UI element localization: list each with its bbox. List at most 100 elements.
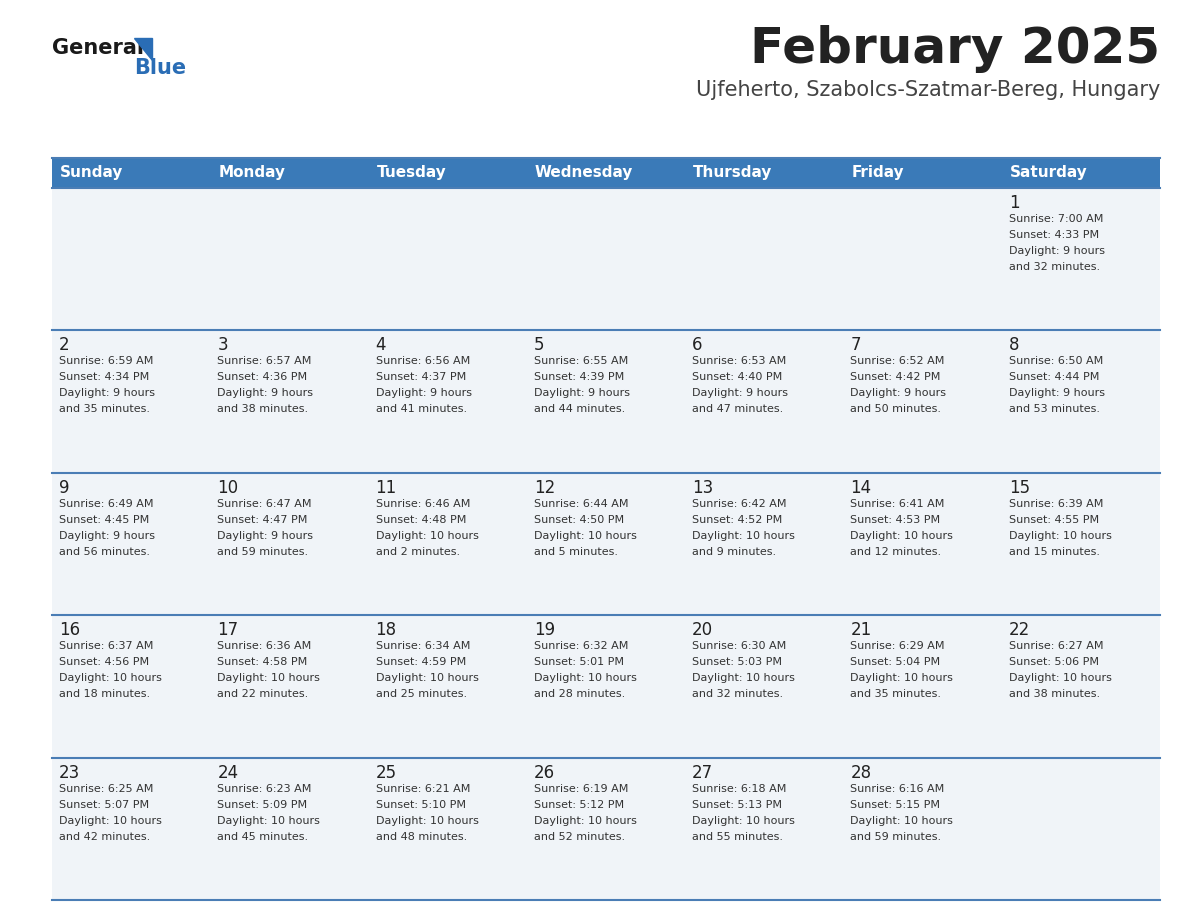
- Text: Sunrise: 6:16 AM: Sunrise: 6:16 AM: [851, 784, 944, 793]
- Text: Sunrise: 6:47 AM: Sunrise: 6:47 AM: [217, 498, 311, 509]
- Text: and 25 minutes.: and 25 minutes.: [375, 689, 467, 700]
- Text: Daylight: 9 hours: Daylight: 9 hours: [59, 531, 154, 541]
- Text: Sunrise: 6:49 AM: Sunrise: 6:49 AM: [59, 498, 153, 509]
- Text: and 38 minutes.: and 38 minutes.: [1009, 689, 1100, 700]
- Text: Sunrise: 6:55 AM: Sunrise: 6:55 AM: [533, 356, 628, 366]
- Text: Daylight: 10 hours: Daylight: 10 hours: [1009, 673, 1112, 683]
- Text: Daylight: 10 hours: Daylight: 10 hours: [851, 531, 953, 541]
- Text: 28: 28: [851, 764, 872, 781]
- Text: and 18 minutes.: and 18 minutes.: [59, 689, 150, 700]
- Text: 10: 10: [217, 479, 239, 497]
- Text: Daylight: 9 hours: Daylight: 9 hours: [1009, 246, 1105, 256]
- Text: Sunrise: 6:34 AM: Sunrise: 6:34 AM: [375, 641, 470, 651]
- Text: Sunrise: 6:50 AM: Sunrise: 6:50 AM: [1009, 356, 1102, 366]
- Text: and 59 minutes.: and 59 minutes.: [851, 832, 942, 842]
- Text: Sunset: 5:13 PM: Sunset: 5:13 PM: [693, 800, 782, 810]
- Text: Sunset: 5:03 PM: Sunset: 5:03 PM: [693, 657, 782, 667]
- Text: and 38 minutes.: and 38 minutes.: [217, 405, 309, 414]
- Text: Daylight: 9 hours: Daylight: 9 hours: [693, 388, 788, 398]
- Text: and 35 minutes.: and 35 minutes.: [59, 405, 150, 414]
- Text: Daylight: 10 hours: Daylight: 10 hours: [533, 815, 637, 825]
- Text: Daylight: 10 hours: Daylight: 10 hours: [693, 815, 795, 825]
- Text: 14: 14: [851, 479, 872, 497]
- Text: Sunrise: 6:41 AM: Sunrise: 6:41 AM: [851, 498, 944, 509]
- Text: February 2025: February 2025: [750, 25, 1159, 73]
- Text: Sunset: 4:42 PM: Sunset: 4:42 PM: [851, 373, 941, 383]
- Text: and 5 minutes.: and 5 minutes.: [533, 547, 618, 557]
- Text: Sunrise: 6:19 AM: Sunrise: 6:19 AM: [533, 784, 628, 793]
- Text: and 44 minutes.: and 44 minutes.: [533, 405, 625, 414]
- Text: Sunset: 4:48 PM: Sunset: 4:48 PM: [375, 515, 466, 525]
- Text: and 45 minutes.: and 45 minutes.: [217, 832, 309, 842]
- Text: Sunset: 4:52 PM: Sunset: 4:52 PM: [693, 515, 783, 525]
- Text: Sunrise: 6:56 AM: Sunrise: 6:56 AM: [375, 356, 469, 366]
- Text: Daylight: 10 hours: Daylight: 10 hours: [1009, 531, 1112, 541]
- Text: 20: 20: [693, 621, 713, 639]
- Bar: [52, 330, 1159, 473]
- Text: 7: 7: [851, 336, 861, 354]
- Text: and 48 minutes.: and 48 minutes.: [375, 832, 467, 842]
- Text: 26: 26: [533, 764, 555, 781]
- Text: and 55 minutes.: and 55 minutes.: [693, 832, 783, 842]
- Text: Sunrise: 6:37 AM: Sunrise: 6:37 AM: [59, 641, 153, 651]
- Text: Sunset: 4:55 PM: Sunset: 4:55 PM: [1009, 515, 1099, 525]
- Text: 9: 9: [59, 479, 70, 497]
- Text: 1: 1: [1009, 194, 1019, 212]
- Bar: [52, 188, 1159, 330]
- Text: 12: 12: [533, 479, 555, 497]
- Text: and 41 minutes.: and 41 minutes.: [375, 405, 467, 414]
- Text: 22: 22: [1009, 621, 1030, 639]
- Text: Sunrise: 6:42 AM: Sunrise: 6:42 AM: [693, 498, 786, 509]
- Text: and 28 minutes.: and 28 minutes.: [533, 689, 625, 700]
- Text: Sunset: 5:09 PM: Sunset: 5:09 PM: [217, 800, 308, 810]
- Text: Sunrise: 6:32 AM: Sunrise: 6:32 AM: [533, 641, 628, 651]
- Text: 8: 8: [1009, 336, 1019, 354]
- Text: 2: 2: [59, 336, 70, 354]
- Text: 23: 23: [59, 764, 81, 781]
- Text: 13: 13: [693, 479, 713, 497]
- Text: Sunrise: 6:23 AM: Sunrise: 6:23 AM: [217, 784, 311, 793]
- Bar: [52, 473, 1159, 615]
- Text: Sunrise: 6:18 AM: Sunrise: 6:18 AM: [693, 784, 786, 793]
- Text: and 2 minutes.: and 2 minutes.: [375, 547, 460, 557]
- Text: Sunset: 4:56 PM: Sunset: 4:56 PM: [59, 657, 150, 667]
- Text: Sunrise: 6:27 AM: Sunrise: 6:27 AM: [1009, 641, 1104, 651]
- Text: 11: 11: [375, 479, 397, 497]
- Text: Daylight: 10 hours: Daylight: 10 hours: [693, 531, 795, 541]
- Text: Daylight: 10 hours: Daylight: 10 hours: [533, 531, 637, 541]
- Text: Daylight: 9 hours: Daylight: 9 hours: [533, 388, 630, 398]
- Text: Sunrise: 6:25 AM: Sunrise: 6:25 AM: [59, 784, 153, 793]
- Text: Daylight: 10 hours: Daylight: 10 hours: [693, 673, 795, 683]
- Text: Friday: Friday: [852, 165, 904, 181]
- Text: Daylight: 10 hours: Daylight: 10 hours: [375, 815, 479, 825]
- Text: Sunset: 4:58 PM: Sunset: 4:58 PM: [217, 657, 308, 667]
- Text: Sunset: 4:50 PM: Sunset: 4:50 PM: [533, 515, 624, 525]
- Text: Sunrise: 6:21 AM: Sunrise: 6:21 AM: [375, 784, 470, 793]
- Text: Tuesday: Tuesday: [377, 165, 447, 181]
- Text: Daylight: 10 hours: Daylight: 10 hours: [375, 673, 479, 683]
- Text: Daylight: 9 hours: Daylight: 9 hours: [217, 388, 314, 398]
- Text: Daylight: 10 hours: Daylight: 10 hours: [217, 673, 320, 683]
- Text: Sunset: 4:36 PM: Sunset: 4:36 PM: [217, 373, 308, 383]
- Text: 27: 27: [693, 764, 713, 781]
- Text: Blue: Blue: [134, 58, 187, 78]
- Text: 16: 16: [59, 621, 80, 639]
- Text: Ujfeherto, Szabolcs-Szatmar-Bereg, Hungary: Ujfeherto, Szabolcs-Szatmar-Bereg, Hunga…: [696, 80, 1159, 100]
- Text: Sunset: 4:33 PM: Sunset: 4:33 PM: [1009, 230, 1099, 240]
- Text: Sunset: 4:45 PM: Sunset: 4:45 PM: [59, 515, 150, 525]
- Text: Sunset: 5:01 PM: Sunset: 5:01 PM: [533, 657, 624, 667]
- Text: Saturday: Saturday: [1010, 165, 1087, 181]
- Text: Daylight: 9 hours: Daylight: 9 hours: [217, 531, 314, 541]
- Text: Daylight: 10 hours: Daylight: 10 hours: [375, 531, 479, 541]
- Text: 3: 3: [217, 336, 228, 354]
- Text: Sunset: 4:59 PM: Sunset: 4:59 PM: [375, 657, 466, 667]
- Text: Sunrise: 6:57 AM: Sunrise: 6:57 AM: [217, 356, 311, 366]
- Text: Daylight: 10 hours: Daylight: 10 hours: [851, 815, 953, 825]
- Text: and 50 minutes.: and 50 minutes.: [851, 405, 941, 414]
- Text: Sunrise: 7:00 AM: Sunrise: 7:00 AM: [1009, 214, 1104, 224]
- Text: Sunrise: 6:30 AM: Sunrise: 6:30 AM: [693, 641, 786, 651]
- Text: Sunrise: 6:59 AM: Sunrise: 6:59 AM: [59, 356, 153, 366]
- Text: 18: 18: [375, 621, 397, 639]
- Text: Thursday: Thursday: [693, 165, 772, 181]
- Text: and 32 minutes.: and 32 minutes.: [1009, 262, 1100, 272]
